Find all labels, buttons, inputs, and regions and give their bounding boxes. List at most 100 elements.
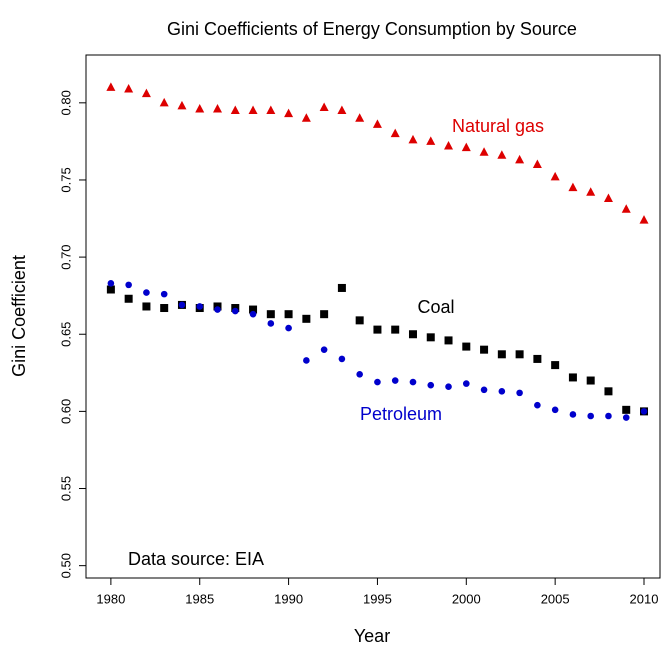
point bbox=[213, 103, 223, 113]
point bbox=[356, 371, 363, 378]
point bbox=[107, 280, 115, 287]
point bbox=[586, 376, 595, 385]
point bbox=[142, 302, 151, 311]
point bbox=[604, 387, 613, 396]
point bbox=[621, 204, 631, 213]
point bbox=[603, 193, 613, 202]
x-tick-label: 1990 bbox=[274, 591, 303, 606]
point bbox=[178, 301, 186, 309]
point bbox=[177, 100, 187, 110]
plot-frame bbox=[85, 54, 661, 579]
point bbox=[303, 357, 310, 364]
point bbox=[249, 305, 258, 314]
point bbox=[569, 411, 577, 418]
point bbox=[426, 333, 435, 342]
point bbox=[427, 381, 435, 389]
point bbox=[106, 285, 115, 294]
point bbox=[497, 150, 507, 159]
point bbox=[639, 215, 649, 224]
point bbox=[106, 82, 116, 91]
point bbox=[550, 171, 560, 181]
point bbox=[497, 350, 506, 359]
point bbox=[214, 306, 221, 313]
point bbox=[445, 383, 452, 390]
point bbox=[266, 105, 276, 115]
y-tick-label: 0.75 bbox=[58, 167, 73, 192]
y-axis-label: Gini Coefficient bbox=[9, 255, 29, 377]
point bbox=[249, 310, 257, 318]
point bbox=[462, 380, 470, 387]
point bbox=[159, 97, 169, 107]
point bbox=[266, 310, 275, 319]
point bbox=[160, 304, 169, 313]
point bbox=[338, 355, 346, 363]
point bbox=[444, 336, 453, 345]
point bbox=[568, 182, 578, 192]
point bbox=[337, 283, 346, 292]
point bbox=[480, 386, 488, 394]
point bbox=[462, 342, 471, 351]
point bbox=[622, 414, 630, 421]
point bbox=[622, 405, 631, 414]
point bbox=[301, 113, 311, 122]
point bbox=[230, 105, 240, 115]
x-axis-label: Year bbox=[354, 626, 390, 646]
point bbox=[124, 294, 133, 303]
point bbox=[355, 113, 365, 122]
point bbox=[196, 303, 204, 310]
point bbox=[408, 134, 418, 144]
x-tick-label: 2010 bbox=[630, 591, 659, 606]
point bbox=[426, 136, 436, 145]
point bbox=[337, 105, 347, 115]
x-tick-label: 1985 bbox=[185, 591, 214, 606]
point bbox=[319, 102, 329, 111]
chart-title: Gini Coefficients of Energy Consumption … bbox=[167, 19, 577, 39]
x-tick-label: 2005 bbox=[541, 591, 570, 606]
point bbox=[374, 378, 381, 386]
point bbox=[320, 310, 329, 319]
point bbox=[461, 142, 471, 152]
point bbox=[409, 378, 417, 386]
point bbox=[515, 350, 524, 359]
point bbox=[125, 281, 132, 289]
y-tick-label: 0.70 bbox=[58, 244, 73, 269]
point bbox=[267, 320, 275, 327]
point bbox=[143, 289, 150, 296]
point bbox=[284, 310, 293, 319]
series-label: Coal bbox=[417, 297, 454, 317]
series-label: Natural gas bbox=[452, 116, 544, 136]
y-tick-label: 0.50 bbox=[58, 553, 73, 578]
point bbox=[533, 354, 542, 363]
y-tick-label: 0.60 bbox=[58, 399, 73, 424]
point bbox=[568, 373, 577, 382]
point bbox=[231, 307, 239, 315]
point bbox=[534, 401, 541, 409]
point bbox=[444, 141, 454, 150]
point bbox=[355, 316, 364, 325]
point bbox=[285, 324, 292, 332]
y-tick-label: 0.55 bbox=[58, 476, 73, 501]
point bbox=[390, 128, 400, 138]
point bbox=[532, 159, 542, 169]
point bbox=[124, 83, 134, 93]
x-tick-label: 2000 bbox=[452, 591, 481, 606]
x-tick-label: 1995 bbox=[363, 591, 392, 606]
point bbox=[320, 346, 328, 353]
point bbox=[498, 388, 506, 395]
y-tick-label: 0.65 bbox=[58, 322, 73, 347]
point bbox=[284, 108, 294, 118]
series-label: Petroleum bbox=[360, 404, 442, 424]
point bbox=[640, 408, 648, 415]
y-tick-label: 0.80 bbox=[58, 90, 73, 115]
point bbox=[586, 187, 596, 196]
point bbox=[551, 361, 560, 370]
point bbox=[516, 389, 523, 397]
point bbox=[160, 290, 168, 298]
x-tick-label: 1980 bbox=[96, 591, 125, 606]
point bbox=[195, 103, 205, 113]
point bbox=[479, 147, 489, 156]
point bbox=[248, 105, 258, 115]
point bbox=[373, 325, 382, 334]
